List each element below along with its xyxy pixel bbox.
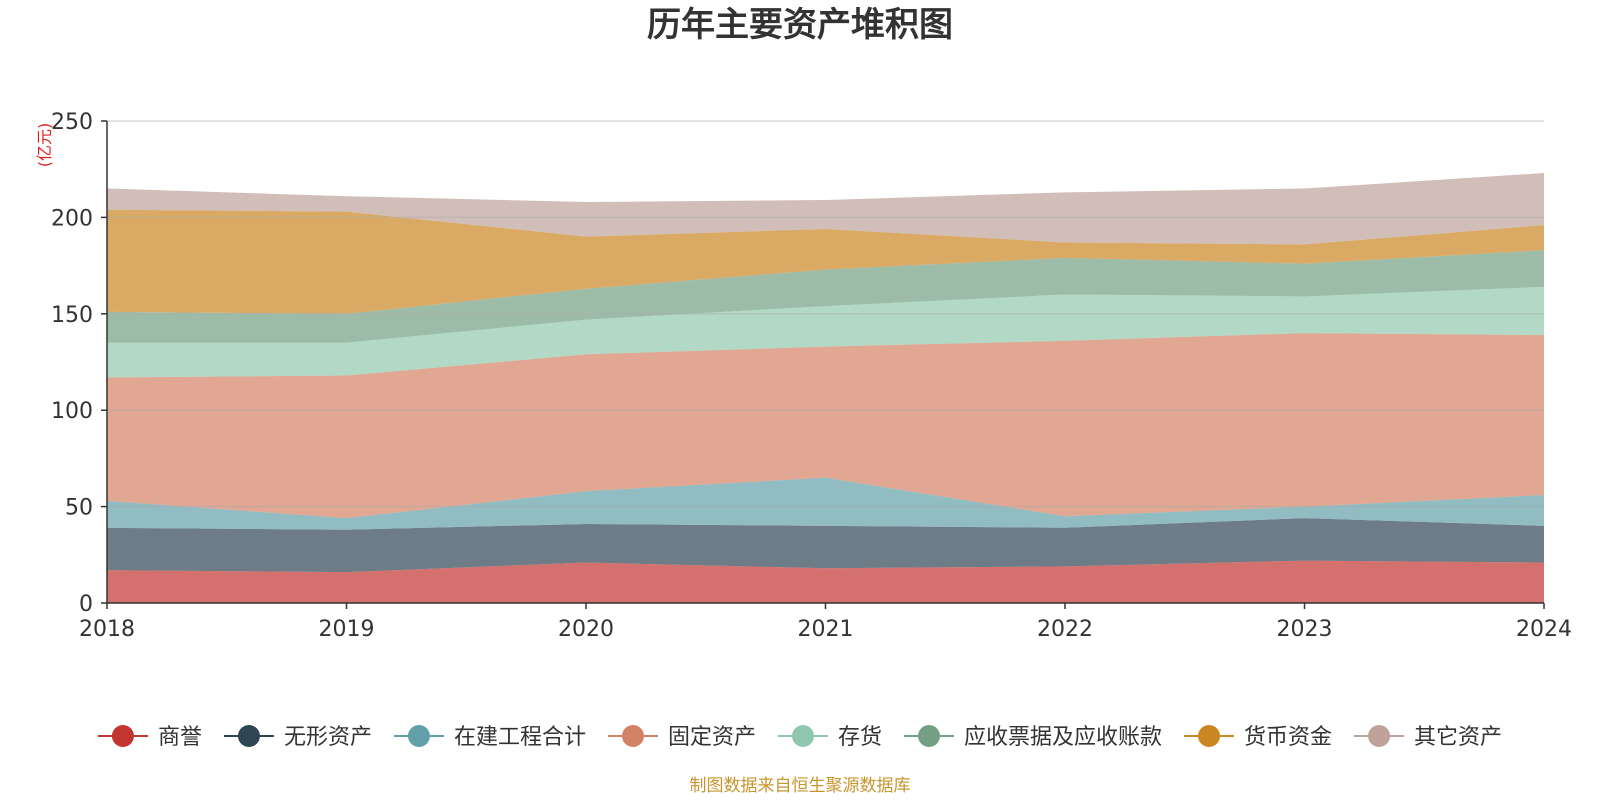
legend-item-6[interactable]: 货币资金 <box>1184 725 1332 750</box>
y-tick-label-3: 150 <box>51 303 93 328</box>
legend-item-3[interactable]: 固定资产 <box>607 725 756 750</box>
area-series-5 <box>107 250 1544 343</box>
x-tick-label-2: 2020 <box>558 617 614 642</box>
legend: 商誉 无形资产 在建工程合计 固定资产 存货 应收票据及应收账款 货币资金 其它资产 <box>97 725 1502 750</box>
legend-marker-0 <box>111 725 134 747</box>
legend-marker-5 <box>918 725 941 747</box>
legend-item-2[interactable]: 在建工程合计 <box>393 725 586 750</box>
legend-label-7: 其它资产 <box>1414 725 1502 750</box>
legend-marker-4 <box>792 725 814 747</box>
legend-label-5: 应收票据及应收账款 <box>964 725 1162 750</box>
area-series-6 <box>107 209 1544 314</box>
y-axis-unit-label: (亿元) <box>35 123 54 168</box>
legend-marker-6 <box>1198 725 1221 747</box>
legend-marker-3 <box>621 725 644 747</box>
chart-title: 历年主要资产堆积图 <box>647 5 953 45</box>
legend-label-1: 无形资产 <box>284 725 372 750</box>
x-tick-label-0: 2018 <box>79 617 135 642</box>
legend-label-2: 在建工程合计 <box>454 725 586 750</box>
area-series-4 <box>107 286 1544 378</box>
y-tick-label-4: 200 <box>51 206 93 231</box>
area-series-7 <box>107 173 1544 245</box>
x-tick-label-5: 2023 <box>1277 617 1333 642</box>
legend-marker-1 <box>237 725 260 747</box>
legend-item-5[interactable]: 应收票据及应收账款 <box>904 725 1162 750</box>
x-tick-label-1: 2019 <box>319 617 375 642</box>
y-tick-label-2: 100 <box>51 399 93 424</box>
legend-marker-2 <box>407 725 430 747</box>
legend-marker-7 <box>1368 725 1391 747</box>
y-tick-label-0: 0 <box>79 592 93 617</box>
area-series-1 <box>107 518 1544 573</box>
area-series-2 <box>107 477 1544 530</box>
axis-layer: 0 50 100 150 200 250 2018 2019 2020 2021 2022 2023 2… <box>51 110 1572 642</box>
y-tick-label-5: 250 <box>51 110 93 135</box>
x-tick-label-3: 2021 <box>798 617 854 642</box>
legend-label-3: 固定资产 <box>668 725 756 750</box>
grid-layer <box>107 120 1544 508</box>
area-series-0 <box>107 560 1544 603</box>
legend-item-7[interactable]: 其它资产 <box>1354 725 1502 750</box>
x-tick-label-6: 2024 <box>1516 617 1572 642</box>
area-layer <box>107 173 1544 603</box>
source-note: 制图数据来自恒生聚源数据库 <box>690 776 911 796</box>
legend-label-6: 货币资金 <box>1244 725 1332 750</box>
area-series-3 <box>107 333 1544 519</box>
legend-item-0[interactable]: 商誉 <box>97 725 202 750</box>
legend-label-4: 存货 <box>838 725 882 750</box>
legend-item-4[interactable]: 存货 <box>778 725 882 750</box>
y-tick-label-1: 50 <box>65 496 93 521</box>
legend-label-0: 商誉 <box>158 725 202 750</box>
legend-item-1[interactable]: 无形资产 <box>223 725 372 750</box>
x-tick-label-4: 2022 <box>1037 617 1093 642</box>
